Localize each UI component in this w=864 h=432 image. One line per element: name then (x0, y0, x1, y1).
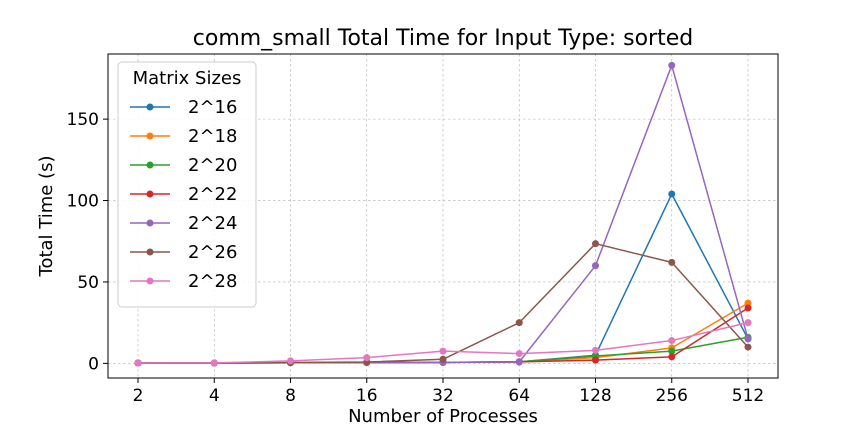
legend-item: 2^24 (130, 213, 237, 234)
data-point (592, 356, 599, 364)
data-point (744, 304, 752, 312)
x-tick-label: 16 (356, 386, 378, 406)
data-point (439, 355, 447, 363)
legend-item: 2^18 (130, 126, 237, 147)
legend-label: 2^26 (188, 242, 237, 263)
legend-item: 2^22 (130, 184, 237, 205)
data-point (668, 337, 676, 345)
legend-box (117, 61, 257, 308)
y-tick-label: 50 (77, 273, 99, 293)
series-2^28 (134, 319, 752, 367)
legend-items: 2^16 2^18 2^20 2^22 2^24 2^26 2^28 (130, 97, 237, 292)
x-tick-label: 2 (133, 386, 144, 406)
legend-swatch-marker (146, 190, 154, 198)
data-point (210, 359, 218, 367)
legend-label: 2^18 (188, 126, 237, 147)
data-point (744, 335, 752, 343)
x-tick-label: 128 (579, 386, 611, 406)
legend-title: Matrix Sizes (133, 68, 242, 89)
legend-swatch-marker (146, 103, 154, 111)
data-point (363, 354, 371, 362)
legend-item: 2^20 (130, 155, 237, 176)
data-point (592, 240, 599, 248)
data-point (744, 299, 752, 307)
chart-title: comm_small Total Time for Input Type: so… (193, 26, 693, 51)
x-tick-label: 4 (209, 386, 220, 406)
data-point (287, 357, 294, 365)
x-tick-label: 64 (508, 386, 530, 406)
axes: 2 4 8 16 32 64 128 256 512 0 50 100 150 (67, 110, 765, 406)
legend-label: 2^16 (188, 97, 237, 118)
y-tick-label: 0 (88, 354, 99, 374)
series-layer (134, 61, 752, 367)
data-point (134, 359, 142, 367)
legend-swatch-marker (146, 277, 154, 285)
legend-label: 2^28 (188, 271, 237, 292)
data-point (744, 319, 752, 327)
legend-item: 2^28 (130, 271, 237, 292)
data-point (592, 346, 599, 354)
legend-item: 2^16 (130, 97, 237, 118)
y-tick-label: 150 (67, 110, 99, 130)
data-point (668, 347, 676, 355)
x-tick-label: 32 (432, 386, 454, 406)
legend-swatch-marker (146, 219, 154, 227)
legend-label: 2^22 (188, 184, 237, 205)
legend-swatch-marker (146, 161, 154, 169)
x-tick-label: 512 (732, 386, 764, 406)
data-point (668, 61, 676, 69)
legend-swatch-marker (146, 132, 154, 140)
y-axis-title: Total Time (s) (36, 156, 57, 278)
data-point (592, 262, 599, 270)
data-point (668, 190, 676, 198)
x-tick-label: 256 (656, 386, 688, 406)
legend: Matrix Sizes 2^16 2^18 2^20 2^22 2^24 2^26 2^2… (117, 61, 257, 308)
y-tick-label: 100 (67, 192, 99, 212)
data-point (668, 353, 676, 361)
data-point (515, 358, 523, 366)
data-point (439, 347, 447, 355)
x-axis-title: Number of Processes (348, 406, 538, 427)
legend-swatch-marker (146, 248, 154, 256)
data-point (744, 343, 752, 351)
data-point (515, 319, 523, 327)
x-tick-label: 8 (285, 386, 296, 406)
legend-label: 2^20 (188, 155, 237, 176)
legend-item: 2^26 (130, 242, 237, 263)
legend-label: 2^24 (188, 213, 237, 234)
data-point (668, 258, 676, 266)
data-point (515, 350, 523, 358)
